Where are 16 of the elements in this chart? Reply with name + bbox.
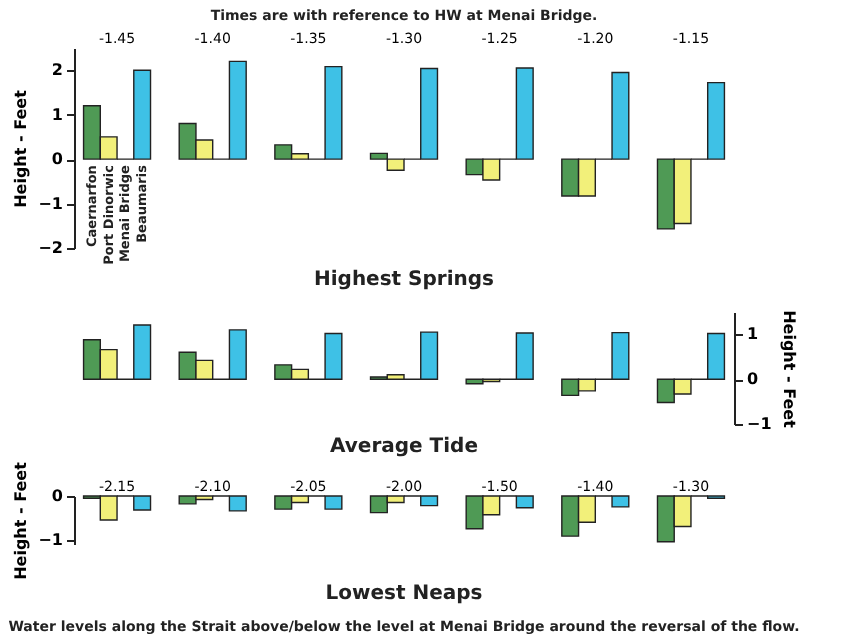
y-tick-label: −1 xyxy=(38,530,64,549)
y2-tick-label: 0 xyxy=(747,370,759,389)
x-axis-title: Lowest Neaps xyxy=(325,582,483,605)
y-tick-label: −2 xyxy=(38,239,63,257)
x-axis-title: Average Tide xyxy=(330,436,479,458)
y-tick-label: 1 xyxy=(51,105,64,124)
y-tick-label: −1 xyxy=(38,194,64,213)
y-tick-label: 0 xyxy=(51,150,64,169)
y2-tick-label: −1 xyxy=(747,415,773,433)
y2-axis-title: Height - Feet xyxy=(779,310,798,429)
x-axis-title: Highest Springs xyxy=(313,268,495,291)
y-axis-title: Height - Feet xyxy=(12,461,31,580)
y-axis-title: Height - Feet xyxy=(12,89,31,208)
y-tick-label: 0 xyxy=(51,487,64,505)
y2-tick-label: 1 xyxy=(747,325,759,344)
y-tick-label: 2 xyxy=(51,61,63,80)
